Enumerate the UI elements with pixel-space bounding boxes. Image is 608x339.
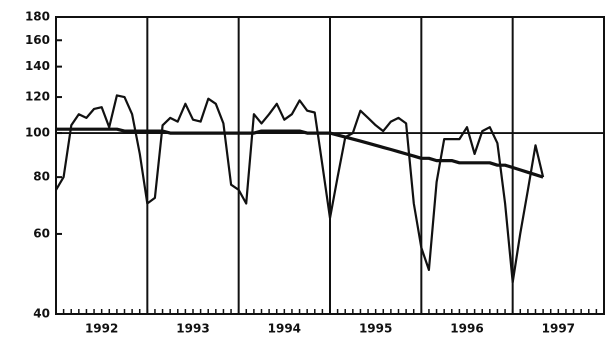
y-tick-label: 120 — [25, 90, 50, 104]
y-tick-label: 180 — [25, 10, 50, 24]
x-tick-label: 1994 — [268, 322, 301, 336]
y-tick-label: 140 — [25, 59, 50, 73]
x-tick-label: 1997 — [542, 322, 575, 336]
x-tick-label: 1993 — [176, 322, 209, 336]
y-tick-label: 80 — [33, 170, 50, 184]
series-line — [55, 94, 545, 284]
y-tick-label: 40 — [33, 307, 50, 321]
x-tick-label: 1995 — [359, 322, 392, 336]
y-tick-label: 60 — [33, 226, 50, 240]
x-tick-label: 1996 — [450, 322, 483, 336]
y-tick-label: 100 — [25, 126, 50, 140]
series-line — [56, 127, 544, 179]
x-tick-label: 1992 — [85, 322, 118, 336]
y-tick-label: 160 — [25, 33, 50, 47]
